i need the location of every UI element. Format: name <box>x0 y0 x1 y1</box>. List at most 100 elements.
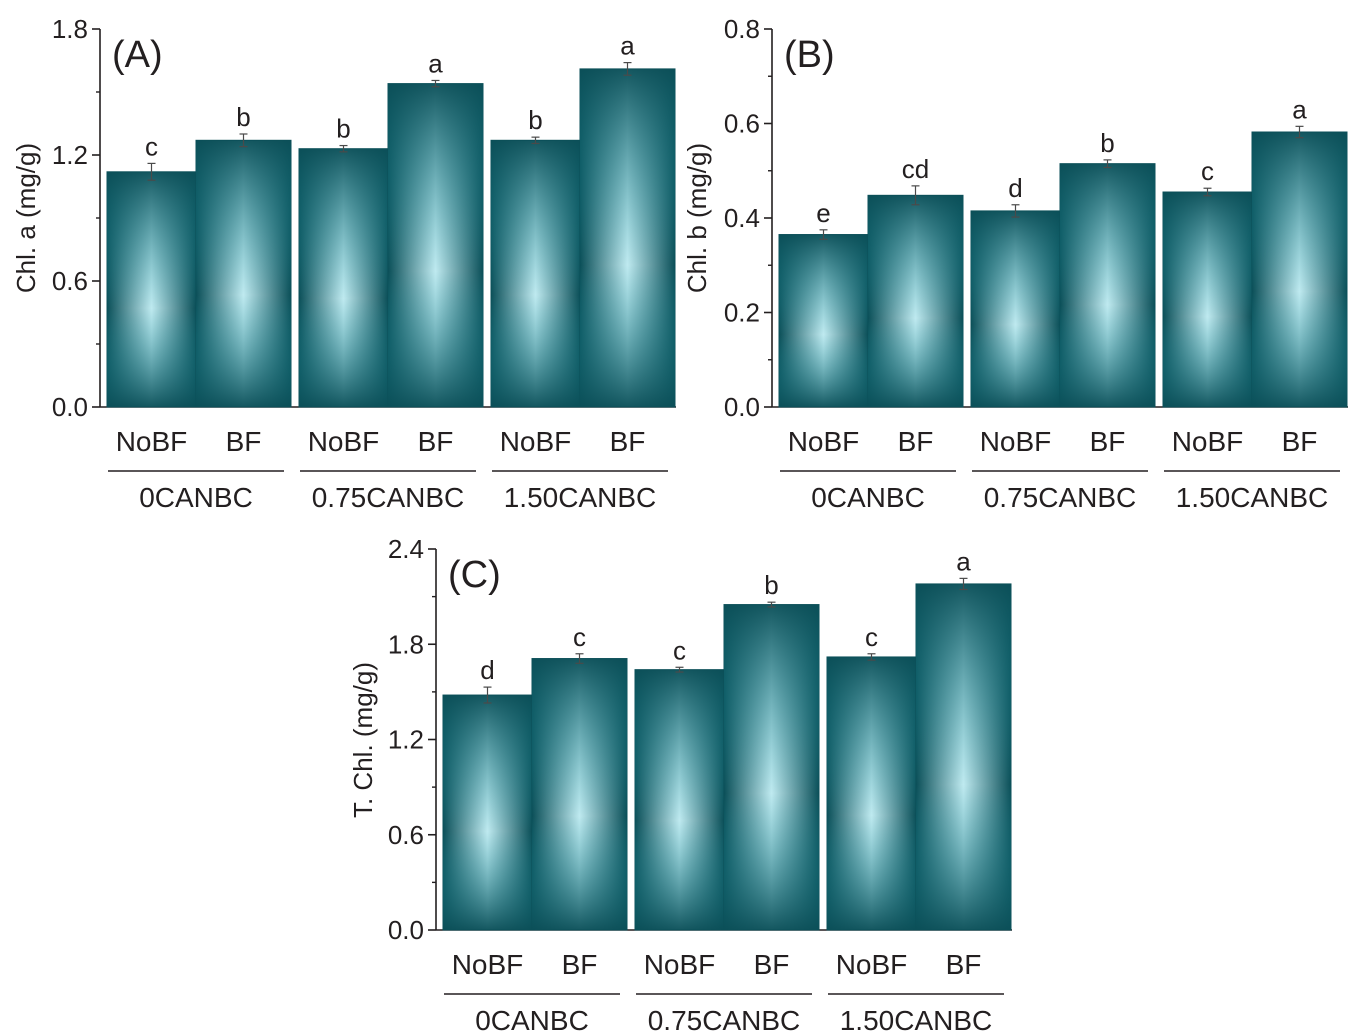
y-axis-title: Chl. a (mg/g) <box>11 143 41 293</box>
bar-shading <box>779 234 868 407</box>
significance-letter: cd <box>902 154 929 184</box>
panel-label: (B) <box>784 34 835 76</box>
bar-shading <box>1060 163 1155 407</box>
bar-group: b BF <box>723 570 820 980</box>
significance-letter: b <box>236 102 250 132</box>
significance-letter: b <box>528 105 542 135</box>
bar-group: b NoBF <box>490 105 581 457</box>
y-tick-label: 1.8 <box>388 629 424 659</box>
bar-shading <box>635 669 724 930</box>
bar-group: e NoBF <box>778 198 869 457</box>
x-category-label: NoBF <box>500 426 572 457</box>
y-tick-label: 0.2 <box>724 298 760 328</box>
bar-group: c BF <box>531 622 628 980</box>
x-group-label: 0.75CANBC <box>312 482 465 513</box>
bar-shading <box>827 656 916 930</box>
x-category-label: BF <box>1090 426 1126 457</box>
bar-shading <box>1252 132 1347 407</box>
x-group-label: 0CANBC <box>139 482 253 513</box>
x-group-label: 0CANBC <box>475 1005 589 1035</box>
y-tick-label: 2.4 <box>388 534 424 564</box>
bar-group: a BF <box>1251 94 1348 457</box>
y-tick-label: 0.6 <box>52 266 88 296</box>
bar-group: b BF <box>1059 128 1156 457</box>
bar-shading <box>971 210 1060 407</box>
chart-panel-1: 0.0 0.6 1.2 1.8 Chl. a (mg/g) (A) c NoBF b BF b NoB… <box>11 14 676 513</box>
x-group-label: 1.50CANBC <box>504 482 657 513</box>
chart-panel-3: 0.0 0.6 1.2 1.8 2.4 T. Chl. (mg/g) (C) d NoBF c BF… <box>348 534 1012 1035</box>
x-category-label: BF <box>946 949 982 980</box>
y-tick-label: 0.8 <box>724 14 760 44</box>
bar-group: a BF <box>579 31 676 457</box>
panel-label: (C) <box>448 554 501 596</box>
significance-letter: d <box>1008 173 1022 203</box>
significance-letter: e <box>816 198 830 228</box>
significance-letter: c <box>573 622 586 652</box>
x-category-label: BF <box>562 949 598 980</box>
x-category-label: BF <box>754 949 790 980</box>
significance-letter: c <box>865 622 878 652</box>
x-group-label: 0CANBC <box>811 482 925 513</box>
y-tick-label: 1.2 <box>52 140 88 170</box>
bar-shading <box>443 695 532 930</box>
y-tick-label: 0.0 <box>52 392 88 422</box>
y-tick-label: 0.6 <box>724 109 760 139</box>
x-category-label: NoBF <box>452 949 524 980</box>
bar-group: c NoBF <box>634 635 725 980</box>
x-category-label: BF <box>418 426 454 457</box>
y-axis-title: Chl. b (mg/g) <box>682 143 712 293</box>
bar-group: b NoBF <box>298 114 389 457</box>
x-category-label: BF <box>610 426 646 457</box>
bar-shading <box>196 140 291 408</box>
significance-letter: c <box>673 635 686 665</box>
y-tick-label: 1.2 <box>388 725 424 755</box>
significance-letter: a <box>620 31 635 61</box>
x-category-label: BF <box>898 426 934 457</box>
bar-group: cd BF <box>867 154 964 457</box>
significance-letter: c <box>1201 156 1214 186</box>
x-category-label: NoBF <box>980 426 1052 457</box>
significance-letter: b <box>764 570 778 600</box>
significance-letter: a <box>428 48 443 78</box>
x-category-label: NoBF <box>308 426 380 457</box>
significance-letter: a <box>1292 94 1307 124</box>
y-tick-label: 1.8 <box>52 14 88 44</box>
x-group-label: 0.75CANBC <box>648 1005 801 1035</box>
bar-shading <box>724 604 819 930</box>
panel-label: (A) <box>112 34 163 76</box>
y-axis-title: T. Chl. (mg/g) <box>348 662 378 818</box>
x-group-label: 1.50CANBC <box>840 1005 993 1035</box>
significance-letter: c <box>145 131 158 161</box>
x-category-label: NoBF <box>788 426 860 457</box>
bar-group: c NoBF <box>1162 156 1253 457</box>
bar-shading <box>491 140 580 408</box>
x-category-label: NoBF <box>1172 426 1244 457</box>
bar-group: c NoBF <box>106 131 197 457</box>
y-tick-label: 0.4 <box>724 203 760 233</box>
x-group-label: 0.75CANBC <box>984 482 1137 513</box>
x-category-label: NoBF <box>116 426 188 457</box>
significance-letter: d <box>480 655 494 685</box>
bar-group: a BF <box>915 546 1012 980</box>
bar-shading <box>388 83 483 407</box>
bar-shading <box>1163 192 1252 407</box>
bar-shading <box>532 658 627 930</box>
y-tick-label: 0.6 <box>388 820 424 850</box>
bar-group: d NoBF <box>442 655 533 980</box>
bar-shading <box>868 195 963 407</box>
bar-shading <box>107 171 196 407</box>
bar-group: a BF <box>387 48 484 457</box>
bar-shading <box>580 68 675 408</box>
x-category-label: NoBF <box>644 949 716 980</box>
significance-letter: b <box>1100 128 1114 158</box>
x-category-label: BF <box>1282 426 1318 457</box>
x-category-label: BF <box>226 426 262 457</box>
bar-group: d NoBF <box>970 173 1061 457</box>
y-tick-label: 0.0 <box>724 392 760 422</box>
bar-group: c NoBF <box>826 622 917 980</box>
x-category-label: NoBF <box>836 949 908 980</box>
bar-shading <box>916 583 1011 930</box>
y-tick-label: 0.0 <box>388 915 424 945</box>
